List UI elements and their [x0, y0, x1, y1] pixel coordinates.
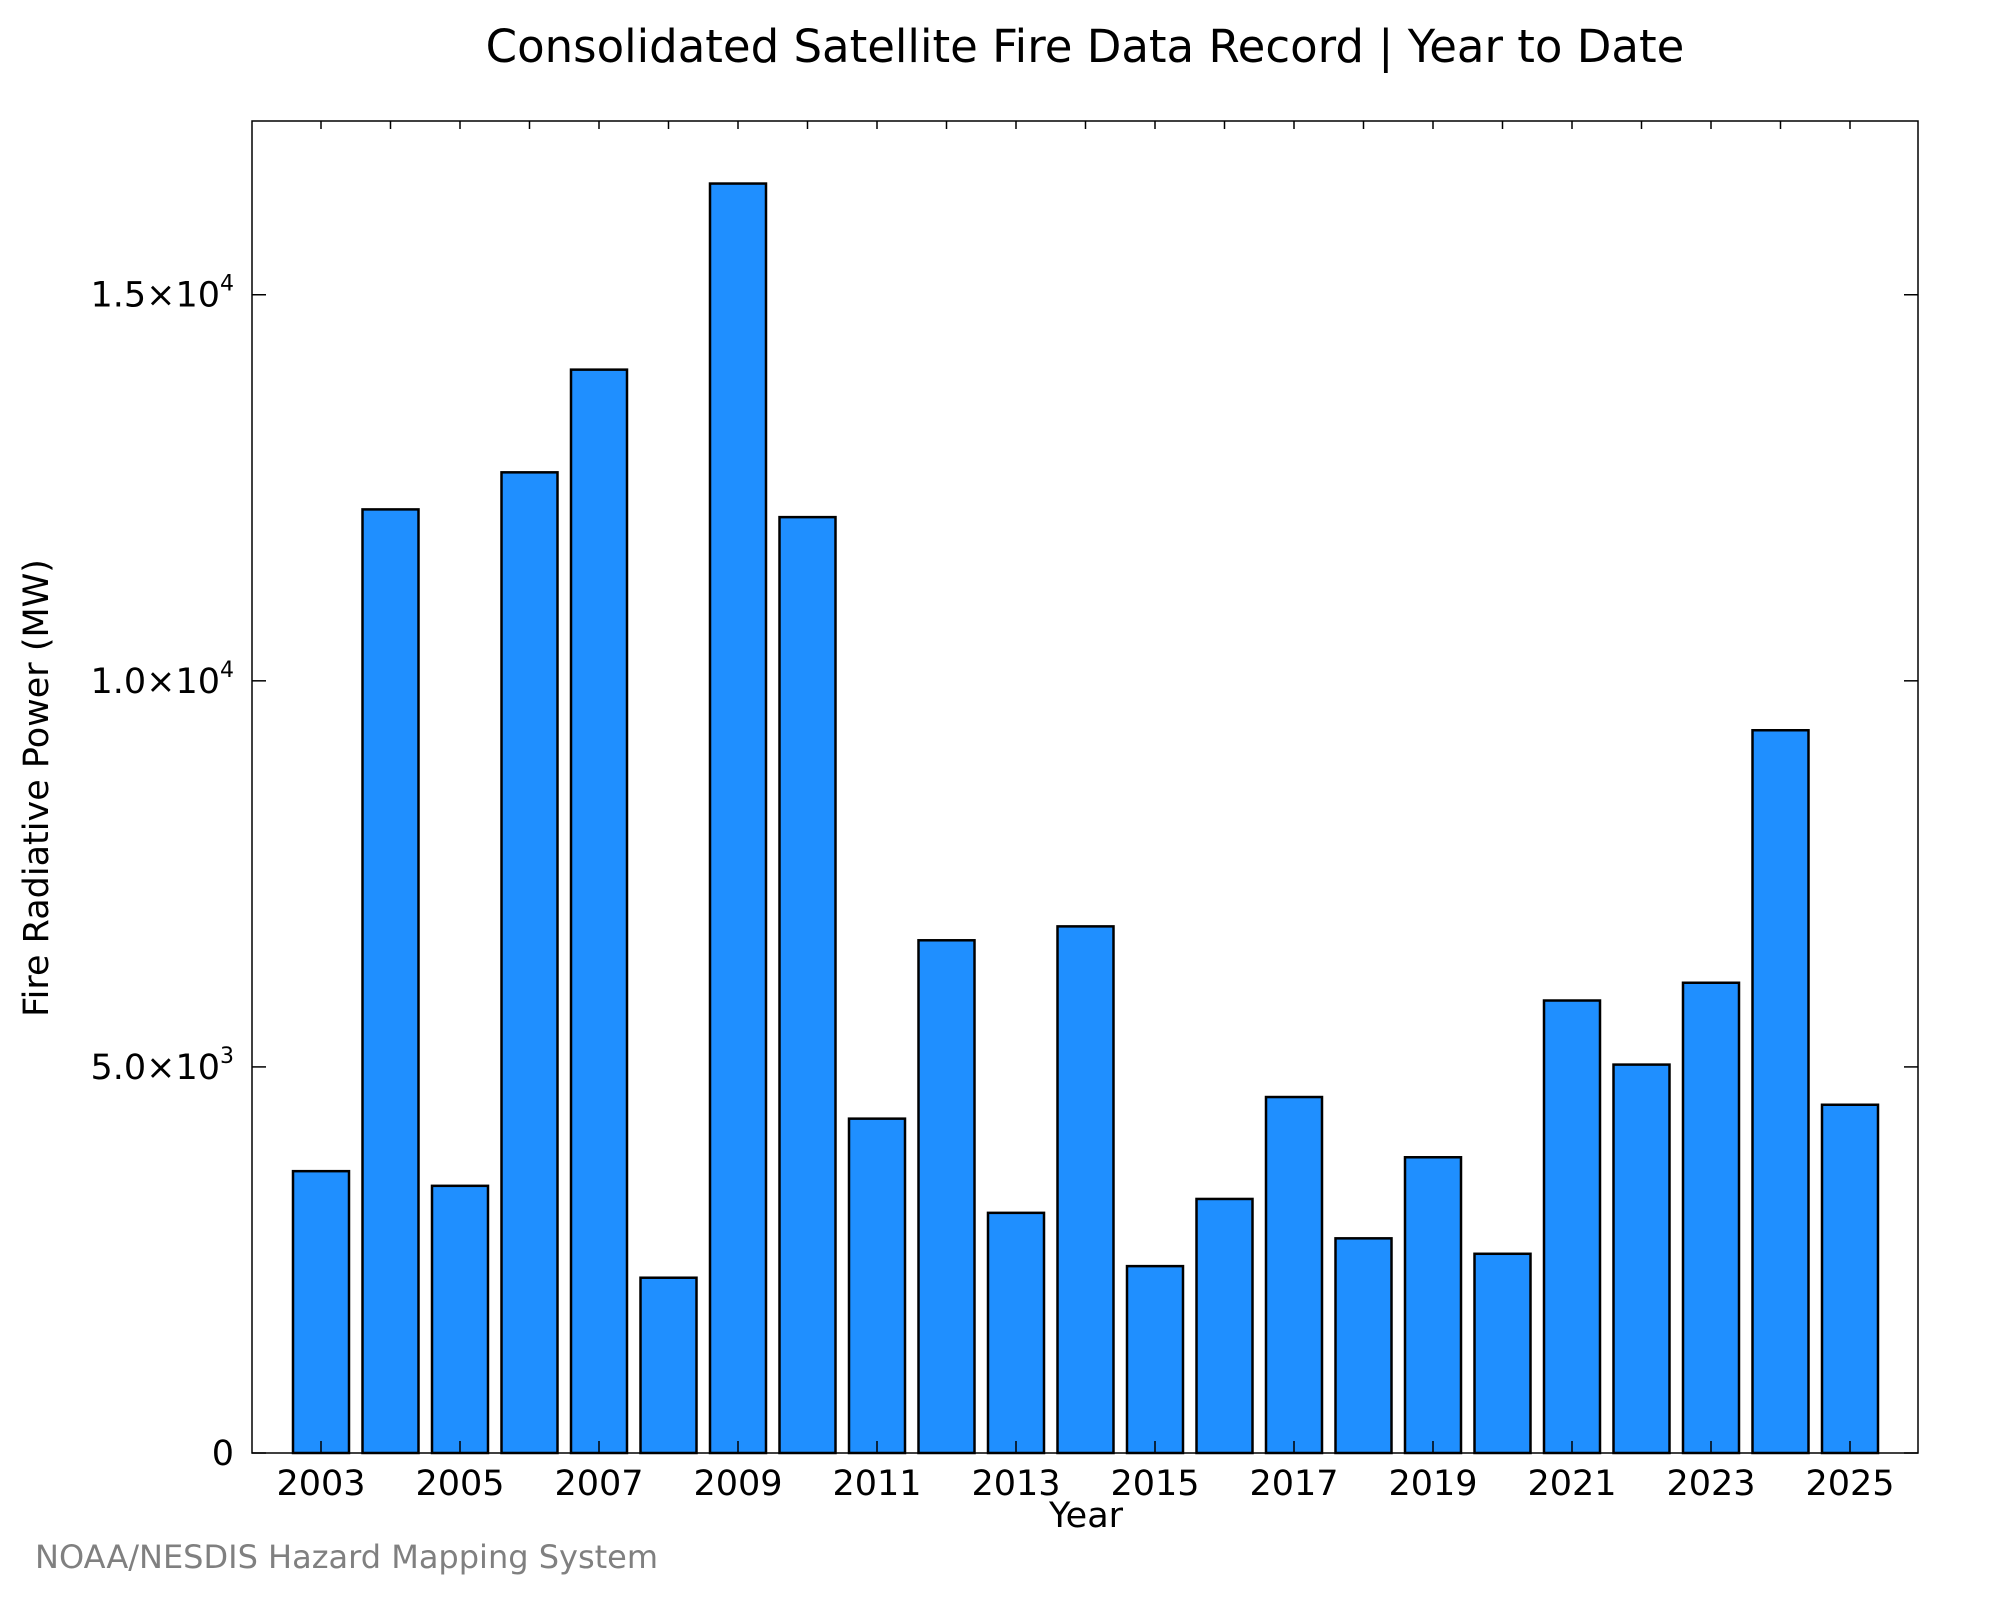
bar-2007 [569, 368, 629, 1455]
bar-2009 [708, 182, 768, 1455]
x-tick-label-2003: 2003 [276, 1464, 365, 1504]
bar-2013 [986, 1211, 1046, 1455]
bar-2025 [1820, 1103, 1880, 1455]
x-tick-label-2015: 2015 [1110, 1464, 1199, 1504]
bar-2010 [778, 515, 837, 1455]
bar-2005 [430, 1184, 490, 1455]
bar-2004 [361, 508, 420, 1455]
y-tick-label-5000: 5.0×103 [90, 1044, 234, 1088]
right-tick-marks [1904, 293, 1918, 1454]
bars-group [291, 182, 1880, 1455]
bar-2022 [1612, 1063, 1671, 1455]
y-tick-label-10000: 1.0×104 [90, 658, 234, 702]
bar-2020 [1473, 1252, 1532, 1455]
bar-2018 [1334, 1237, 1393, 1455]
x-tick-label-2013: 2013 [971, 1464, 1060, 1504]
x-tick-label-2021: 2021 [1527, 1464, 1616, 1504]
x-tick-label-2007: 2007 [554, 1464, 643, 1504]
source-credit: NOAA/NESDIS Hazard Mapping System [35, 1538, 659, 1576]
top-tick-marks [320, 121, 1851, 129]
bar-2014 [1056, 925, 1115, 1455]
bar-2023 [1681, 981, 1741, 1455]
x-axis-ticks: 2003 2005 2007 2009 2011 2013 2015 2017 2019 2021… [276, 1441, 1895, 1504]
x-tick-label-2023: 2023 [1666, 1464, 1755, 1504]
x-tick-label-2017: 2017 [1249, 1464, 1338, 1504]
bar-2012 [917, 939, 976, 1455]
y-tick-label-0: 0 [212, 1434, 234, 1474]
x-tick-label-2009: 2009 [693, 1464, 782, 1504]
bar-2016 [1195, 1197, 1254, 1455]
chart-title: Consolidated Satellite Fire Data Record … [486, 20, 1685, 73]
y-axis-label: Fire Radiative Power (MW) [17, 559, 57, 1017]
x-tick-label-2011: 2011 [832, 1464, 921, 1504]
bar-2024 [1751, 729, 1810, 1455]
bar-2008 [639, 1276, 698, 1455]
y-axis-ticks: 0 5.0×103 1.0×104 1.5×104 [90, 272, 266, 1474]
bar-2019 [1403, 1156, 1463, 1455]
bar-2006 [500, 471, 559, 1455]
x-tick-label-2025: 2025 [1805, 1464, 1894, 1504]
x-tick-label-2019: 2019 [1388, 1464, 1477, 1504]
bar-2003 [291, 1169, 351, 1455]
bar-2021 [1542, 999, 1602, 1455]
bar-2015 [1125, 1264, 1185, 1455]
bar-2011 [847, 1117, 907, 1455]
bar-2017 [1264, 1095, 1324, 1455]
x-axis-label: Year [1048, 1496, 1124, 1536]
x-tick-label-2005: 2005 [415, 1464, 504, 1504]
y-tick-label-15000: 1.5×104 [90, 272, 234, 316]
